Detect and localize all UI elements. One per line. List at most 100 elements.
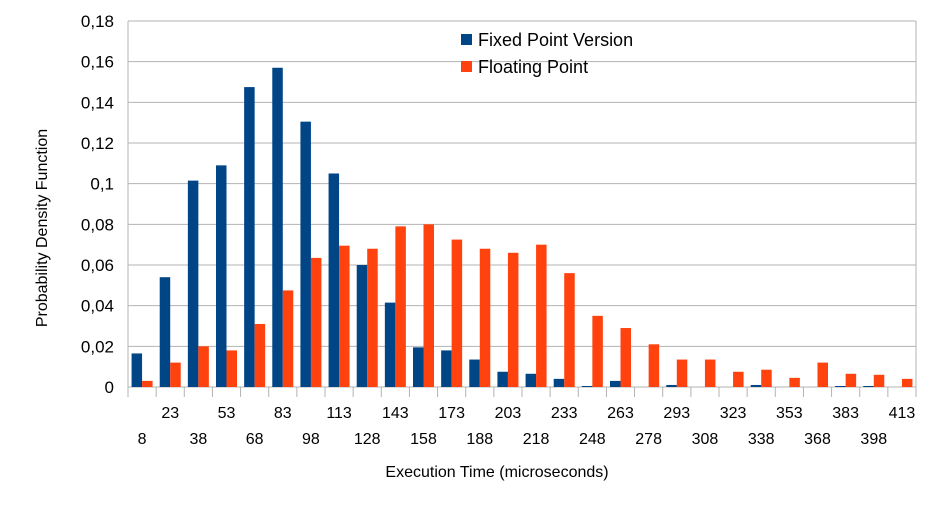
x-tick-label: 413 [889, 405, 916, 422]
y-axis-title: Probability Density Function [34, 129, 51, 327]
x-tick-label: 323 [720, 405, 747, 422]
y-tick-label: 0,06 [81, 256, 114, 275]
bar-floating-point [395, 226, 406, 387]
bar-fixed-point [328, 173, 340, 387]
bar-fixed-point [497, 371, 508, 387]
x-tick-label: 158 [410, 431, 437, 448]
bar-floating-point [789, 377, 800, 387]
bar-fixed-point [272, 67, 283, 388]
x-tick-label: 98 [302, 431, 320, 448]
x-tick-labels: 8 23 38 53 68 83 98 113128143158173188203218233… [138, 405, 916, 448]
legend-swatch [461, 61, 472, 72]
y-tick-label: 0,18 [81, 12, 114, 31]
x-tick-label: 203 [495, 405, 522, 422]
x-tick-label: 293 [663, 405, 690, 422]
y-tick-label: 0,04 [81, 297, 114, 316]
bar-floating-point [676, 359, 688, 387]
x-tick-label: 338 [748, 431, 775, 448]
y-tick-label: 0,08 [81, 215, 114, 234]
legend-swatch [461, 34, 472, 45]
bar-fixed-point [356, 265, 368, 387]
bars [131, 67, 913, 388]
bar-floating-point [310, 257, 322, 387]
bar-floating-point [901, 378, 913, 387]
bar-fixed-point [525, 373, 537, 387]
y-tick-label: 0,1 [90, 175, 114, 194]
bar-floating-point [536, 244, 547, 387]
bar-fixed-point [581, 385, 593, 387]
bar-fixed-point [384, 302, 396, 387]
bar-fixed-point [610, 380, 621, 387]
x-tick-label: 383 [832, 405, 859, 422]
x-tick-label: 248 [579, 431, 606, 448]
y-tick-label: 0,12 [81, 134, 114, 153]
x-tick-label: 38 [189, 431, 207, 448]
x-tick-label: 233 [551, 405, 578, 422]
bar-fixed-point [216, 165, 227, 387]
bar-floating-point [367, 248, 378, 387]
bar-floating-point [592, 315, 603, 387]
x-tick-label: 23 [161, 405, 179, 422]
bar-fixed-point [300, 121, 311, 388]
x-tick-label: 368 [804, 431, 831, 448]
bar-fixed-point [187, 180, 199, 387]
bar-fixed-point [131, 353, 143, 387]
bar-floating-point [620, 328, 631, 387]
bar-floating-point [423, 224, 434, 387]
bar-floating-point [142, 380, 153, 387]
x-tick-label: 308 [692, 431, 719, 448]
x-tick-label: 143 [382, 405, 409, 422]
bar-floating-point [873, 374, 885, 387]
x-tick-label: 128 [354, 431, 381, 448]
bar-fixed-point [469, 359, 480, 387]
x-tick-label: 263 [607, 405, 634, 422]
bar-floating-point [479, 248, 491, 387]
axes [127, 21, 917, 397]
x-tick-label: 68 [246, 431, 264, 448]
bar-floating-point [704, 359, 716, 387]
bar-floating-point [761, 369, 772, 387]
bar-floating-point [733, 371, 744, 387]
x-tick-label: 83 [274, 405, 292, 422]
bar-fixed-point [553, 378, 565, 387]
bar-floating-point [564, 273, 575, 387]
y-tick-label: 0,16 [81, 53, 114, 72]
legend: Fixed Point Version Floating Point [461, 30, 633, 77]
y-tick-label: 0,02 [81, 337, 114, 356]
x-tick-label: 353 [776, 405, 803, 422]
bar-floating-point [170, 362, 181, 387]
legend-label: Floating Point [478, 57, 588, 77]
x-tick-label: 8 [138, 431, 147, 448]
bar-fixed-point [159, 277, 171, 387]
y-tick-label: 0,14 [81, 93, 114, 112]
x-axis-title: Execution Time (microseconds) [385, 464, 608, 481]
bar-fixed-point [666, 384, 677, 387]
bar-floating-point [507, 252, 519, 387]
x-tick-label: 188 [466, 431, 493, 448]
legend-label: Fixed Point Version [478, 30, 633, 50]
bar-floating-point [198, 346, 209, 387]
x-tick-label: 173 [438, 405, 465, 422]
bar-floating-point [817, 362, 828, 387]
bar-fixed-point [863, 385, 874, 387]
bar-fixed-point [413, 347, 424, 387]
x-tick-label: 113 [326, 405, 352, 422]
x-tick-label: 53 [218, 405, 236, 422]
bar-floating-point [648, 344, 660, 387]
bar-floating-point [845, 373, 857, 387]
bar-floating-point [282, 290, 294, 387]
x-tick-label: 278 [635, 431, 662, 448]
bar-fixed-point [244, 87, 255, 387]
bar-fixed-point [835, 385, 846, 387]
bar-floating-point [339, 245, 350, 387]
y-tick-labels: 0 0,02 0,04 0,06 0,08 0,1 0,12 0,14 0,16 0,18 [81, 12, 114, 397]
x-tick-label: 398 [860, 431, 887, 448]
y-tick-label: 0 [105, 378, 114, 397]
bar-floating-point [226, 350, 237, 387]
bar-floating-point [254, 323, 266, 387]
bar-fixed-point [441, 350, 452, 387]
bar-fixed-point [750, 384, 762, 387]
x-tick-label: 218 [523, 431, 550, 448]
bar-floating-point [451, 239, 463, 387]
